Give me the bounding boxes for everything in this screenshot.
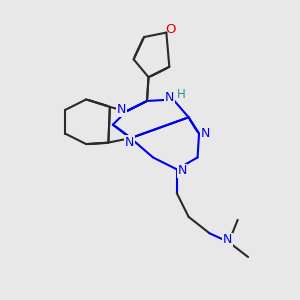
- Text: N: N: [124, 136, 134, 149]
- Text: N: N: [165, 91, 174, 104]
- Text: N: N: [117, 103, 127, 116]
- Text: N: N: [201, 127, 210, 140]
- Text: O: O: [166, 22, 176, 35]
- Text: N: N: [223, 233, 232, 246]
- Text: N: N: [177, 164, 187, 177]
- Text: H: H: [177, 88, 186, 100]
